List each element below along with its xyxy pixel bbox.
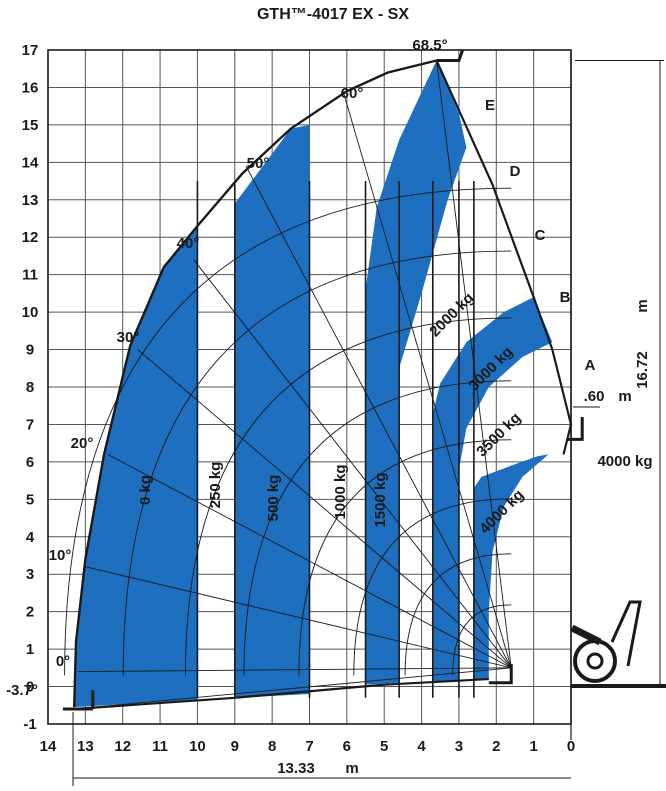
x-tick-label: 14 (40, 738, 57, 755)
x-tick-label: 5 (380, 738, 388, 755)
reach-dimension-value: 13.33 (277, 760, 315, 777)
angle-label: 20° (71, 435, 94, 452)
y-tick-label: 15 (22, 117, 39, 134)
x-tick-label: 0 (567, 738, 575, 755)
angle-ray (74, 667, 512, 710)
boom-base (570, 624, 602, 646)
y-tick-label: 7 (26, 416, 34, 433)
envelope-outer (72, 59, 437, 708)
machine-icon (62, 49, 666, 740)
angle-label: 50° (247, 155, 270, 172)
x-tick-label: 1 (529, 738, 537, 755)
x-tick-label: 7 (305, 738, 313, 755)
y-tick-label: 1 (26, 641, 34, 658)
extension-label: A (585, 357, 596, 374)
fork-low (62, 690, 95, 711)
cab-frame (610, 600, 642, 667)
zone-3000kg (432, 297, 553, 681)
wheel-hub (586, 652, 604, 670)
extension-arcs (64, 187, 512, 676)
extension-arc (243, 380, 512, 676)
height-dimension-unit: m (634, 299, 651, 312)
angle-rays (74, 60, 512, 710)
angle-label: 0° (56, 653, 70, 670)
y-tick-label: 12 (22, 229, 39, 246)
angle-ray (85, 566, 512, 669)
extension-label: B (560, 289, 571, 306)
zone-label: 500 kg (265, 475, 282, 522)
y-tick-label: 16 (22, 79, 39, 96)
zone-500kg (234, 124, 310, 698)
y-tick-label: 3 (26, 566, 34, 583)
extension-label: E (485, 97, 495, 114)
fork-side (567, 416, 584, 441)
extension-label: D (510, 163, 521, 180)
extension-arc (122, 250, 512, 676)
height-dimension-value: 16.72 (634, 351, 651, 389)
zone-label: 1500 kg (372, 472, 389, 527)
angle-label: -3.7° (6, 682, 38, 699)
y-tick-label: 11 (22, 267, 38, 284)
zone-4000kg (473, 454, 549, 680)
zone-label: 0 kg (137, 475, 154, 505)
angle-ray (137, 349, 512, 669)
x-tick-label: 4 (417, 738, 426, 755)
envelope-bottom (74, 677, 489, 711)
axis-ticks: 14 13 12 11 10 9 8 7 6 5 4 3 2 1 017161514131211109876… (22, 42, 576, 755)
y-tick-label: 0 (26, 679, 34, 696)
extension-arc (184, 317, 512, 676)
y-tick-label: 9 (26, 342, 34, 359)
y-tick-label: 4 (26, 529, 35, 546)
y-tick-label: 6 (26, 454, 34, 471)
chart-title: GTH™-4017 EX - SX (256, 6, 410, 23)
fork-top (436, 49, 465, 62)
y-tick-label: 13 (22, 192, 39, 209)
zone-label: 3500 kg (473, 409, 524, 460)
angle-ray (342, 91, 512, 668)
y-tick-label: 8 (26, 379, 34, 396)
angle-ray (77, 667, 512, 673)
envelope-right (435, 60, 573, 455)
x-tick-label: 13 (77, 738, 94, 755)
zone-label: 250 kg (207, 462, 224, 509)
x-tick-label: 3 (455, 738, 463, 755)
x-tick-label: 8 (268, 738, 276, 755)
x-tick-label: 9 (231, 738, 239, 755)
zone-0kg (74, 225, 198, 708)
y-tick-label: 17 (22, 42, 39, 59)
reach-dimension-unit: m (345, 760, 358, 777)
extension-label: C (535, 227, 546, 244)
zone-1500kg (365, 60, 467, 685)
angle-label: 40° (177, 235, 200, 252)
x-tick-label: 2 (492, 738, 500, 755)
extension-arc (298, 439, 512, 676)
angle-label: 10° (49, 547, 72, 564)
zone-label: 1000 kg (332, 464, 349, 519)
angle-label: 30° (117, 329, 140, 346)
x-tick-label: 6 (343, 738, 351, 755)
angle-label: 68.5° (412, 37, 447, 54)
y-tick-label: 5 (26, 491, 34, 508)
extension-arc (452, 604, 512, 676)
x-tick-label: 12 (114, 738, 131, 755)
y-tick-label: 10 (22, 304, 39, 321)
offset-dimension-value: .60 (584, 388, 605, 405)
y-tick-label: 2 (26, 604, 34, 621)
extension-arc (64, 187, 512, 676)
fork-bottom (488, 664, 513, 685)
side-capacity-label: 4000 kg (597, 453, 652, 470)
x-tick-label: 11 (152, 738, 168, 755)
y-tick-label: 14 (22, 154, 39, 171)
angle-ray (245, 165, 512, 669)
extension-arc (404, 553, 512, 676)
load-zones (74, 60, 553, 708)
y-tick-label: -1 (23, 716, 36, 733)
offset-dimension-unit: m (618, 388, 631, 405)
x-tick-label: 10 (189, 738, 206, 755)
angle-label: 60° (341, 85, 364, 102)
envelope-outline (72, 59, 573, 711)
